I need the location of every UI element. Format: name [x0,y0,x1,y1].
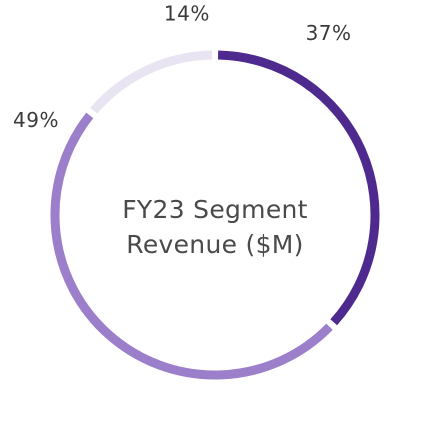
donut-slices [50,50,380,380]
chart-title: FY23 Segment Revenue ($M) [95,192,335,262]
slice-labels: 37% 49% 14% [13,1,352,132]
chart-title-line-1: FY23 Segment [122,195,308,224]
chart-title-line-2: Revenue ($M) [126,230,304,259]
slice-label-2: 49% [13,108,59,132]
donut-slice-3 [90,50,213,114]
slice-label-3: 14% [164,1,210,25]
donut-slice-1 [217,50,380,326]
slice-label-1: 37% [306,21,352,45]
donut-slice-2 [50,112,333,380]
